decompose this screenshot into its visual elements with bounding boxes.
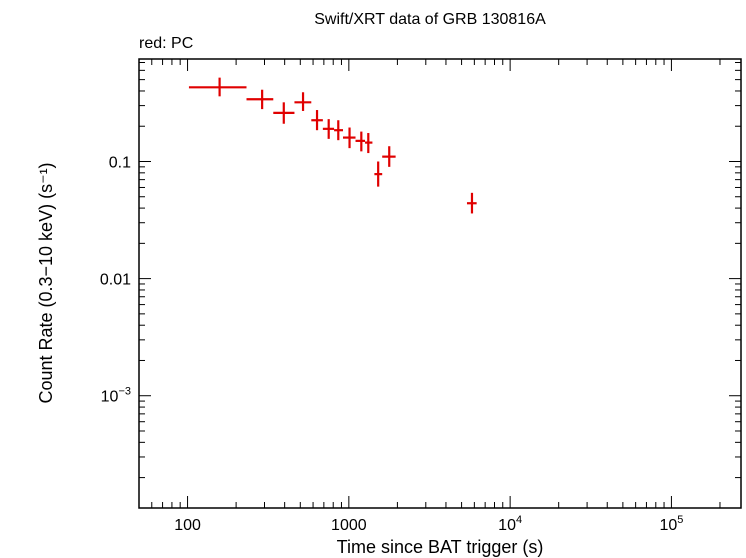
x-axis-label: Time since BAT trigger (s) xyxy=(337,537,544,557)
y-tick-label: 10−3 xyxy=(101,386,131,406)
data-point xyxy=(246,89,274,110)
tick-labels: 100 1000 104 105 0.1 0.01 10−3 xyxy=(100,154,684,534)
axis-ticks xyxy=(138,59,741,508)
data-point xyxy=(273,102,295,124)
data-point xyxy=(382,146,396,167)
data-point xyxy=(188,77,247,97)
data-marks xyxy=(188,77,477,214)
chart-title: Swift/XRT data of GRB 130816A xyxy=(314,11,546,28)
data-point xyxy=(322,119,335,139)
data-point xyxy=(374,161,383,187)
x-tick-label: 100 xyxy=(174,517,201,534)
data-point xyxy=(365,133,373,154)
x-tick-label: 104 xyxy=(498,514,522,534)
data-point xyxy=(466,192,477,214)
data-point xyxy=(334,120,344,141)
y-tick-label: 0.01 xyxy=(100,272,131,289)
data-point xyxy=(311,110,323,131)
chart-subtitle: red: PC xyxy=(139,35,193,52)
x-tick-label: 105 xyxy=(659,514,683,534)
data-point xyxy=(343,127,356,149)
x-tick-label: 1000 xyxy=(331,517,367,534)
data-point xyxy=(294,92,312,111)
data-point xyxy=(355,131,366,152)
y-tick-label: 0.1 xyxy=(109,154,131,171)
plot-frame xyxy=(138,58,742,509)
y-axis-label: Count Rate (0.3−10 keV) (s⁻¹) xyxy=(36,162,56,403)
